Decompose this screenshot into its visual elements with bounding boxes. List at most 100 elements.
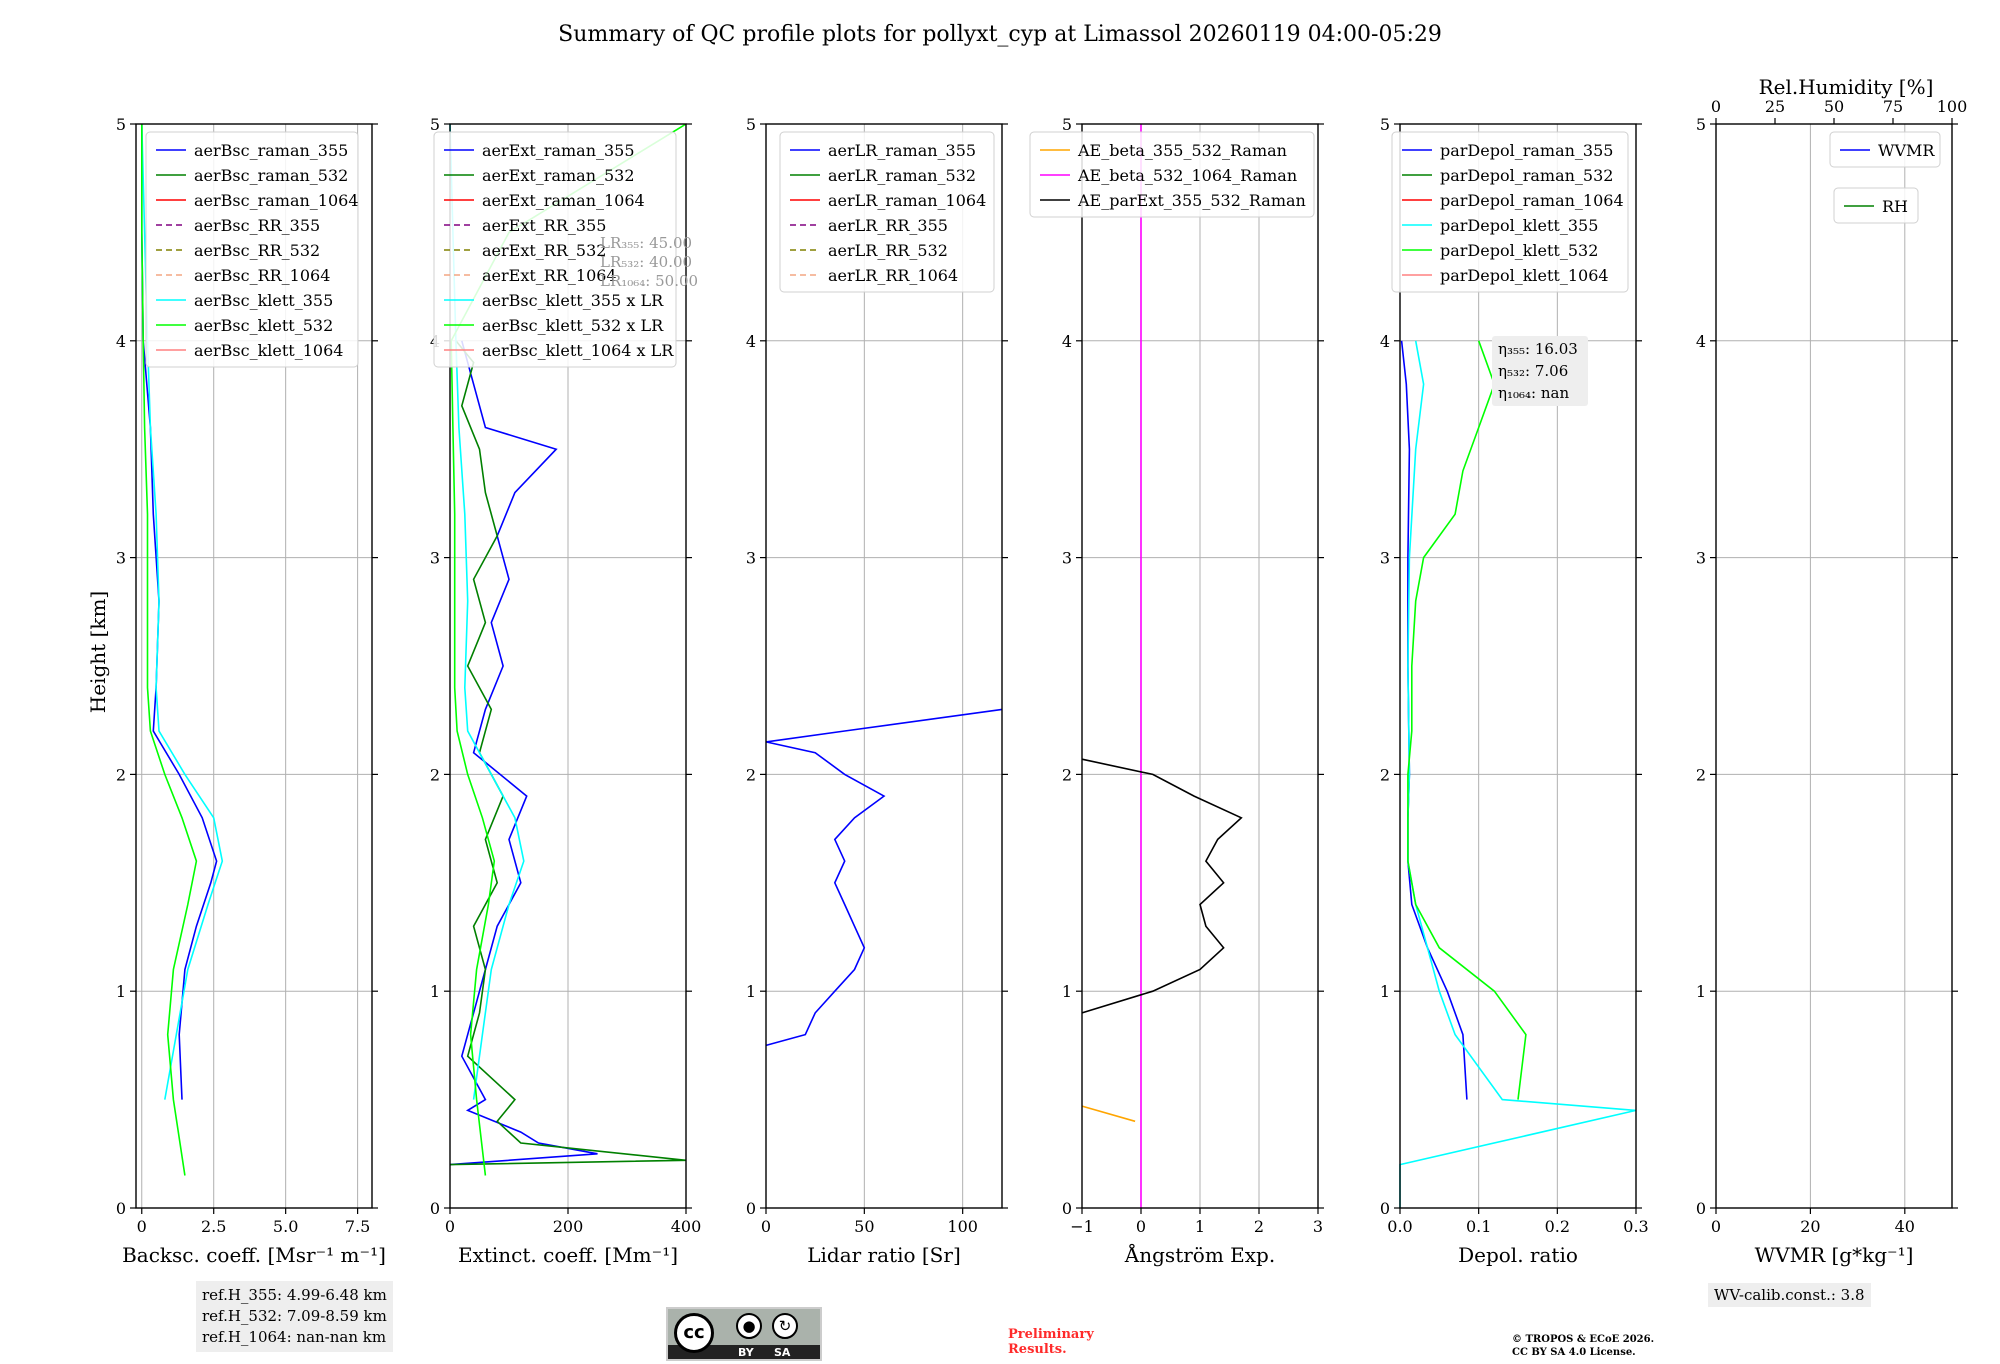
x-tick-label: 20 xyxy=(1800,1217,1820,1236)
y-tick-label: 0 xyxy=(430,1199,440,1218)
legend-label: parDepol_klett_1064 xyxy=(1440,266,1609,285)
lr-label: LR₃₅₅: 45.00 xyxy=(600,234,692,252)
plot-frame xyxy=(1399,123,1637,1209)
legend: aerExt_raman_355 aerExt_raman_532 aerExt_r… xyxy=(433,131,677,368)
legend-label: aerBsc_klett_355 x LR xyxy=(482,291,664,310)
y-tick-label: 5 xyxy=(746,115,756,134)
legend-box xyxy=(1829,131,1941,168)
by-label: BY xyxy=(738,1346,754,1359)
legend: parDepol_raman_355 parDepol_raman_532 parD… xyxy=(1391,131,1629,293)
x-axis-label: Lidar ratio [Sr] xyxy=(807,1243,961,1267)
x-tick-label: 0.3 xyxy=(1623,1217,1648,1236)
cc-logo-text: cc xyxy=(683,1322,705,1343)
x-tick-label: 5.0 xyxy=(273,1217,298,1236)
lr-label: LR₁₀₆₄: 50.00 xyxy=(600,272,698,290)
x-tick-label: 0.0 xyxy=(1387,1217,1412,1236)
y-tick-label: 3 xyxy=(746,549,756,568)
legend-label: aerBsc_raman_532 xyxy=(194,166,348,185)
legend-label: AE_beta_355_532_Raman xyxy=(1077,141,1287,160)
y-tick-label: 1 xyxy=(1380,982,1390,1001)
y-tick-label: 1 xyxy=(746,982,756,1001)
y-tick-label: 0 xyxy=(1062,1199,1072,1218)
top-tick-label: 25 xyxy=(1765,97,1785,116)
x-tick-label: 0.2 xyxy=(1545,1217,1570,1236)
legend-label: aerBsc_klett_355 xyxy=(194,291,333,310)
y-tick-label: 0 xyxy=(1380,1199,1390,1218)
legend-label: parDepol_raman_532 xyxy=(1440,166,1613,185)
y-tick-label: 1 xyxy=(430,982,440,1001)
y-tick-label: 1 xyxy=(1062,982,1072,1001)
y-tick-label: 3 xyxy=(1062,549,1072,568)
x-axis-label: Extinct. coeff. [Mm⁻¹] xyxy=(458,1243,678,1267)
series-aerBsc_klett_532 x LR xyxy=(450,123,687,1176)
legend-label: RH xyxy=(1882,197,1908,216)
series-aerBsc_klett_532 xyxy=(141,124,198,1176)
y-tick-label: 3 xyxy=(116,549,126,568)
legend-label: aerBsc_raman_1064 xyxy=(194,191,359,210)
legend: aerBsc_raman_355 aerBsc_raman_532 aerBsc_r… xyxy=(145,131,359,368)
y-tick-label: 5 xyxy=(430,115,440,134)
cc-logo-icon: cc xyxy=(674,1313,714,1353)
legend: AE_beta_355_532_Raman AE_beta_532_1064_Ra… xyxy=(1029,131,1315,218)
panel-wvmr: 0 20 40 0 1 2 3 4 5 WVMR [g*kg⁻¹] 0 25 50 75 100Rel.Hu… xyxy=(1696,75,1967,1267)
plot-frame xyxy=(1715,123,1953,1209)
y-tick-label: 2 xyxy=(1380,765,1390,784)
y-tick-label: 3 xyxy=(1696,549,1706,568)
sa-label: SA xyxy=(774,1346,791,1359)
legend-label: aerBsc_klett_532 xyxy=(194,316,333,335)
legend-box xyxy=(1029,131,1315,218)
y-tick-label: 5 xyxy=(1696,115,1706,134)
legend-2: RH xyxy=(1833,187,1919,224)
x-axis-label: Depol. ratio xyxy=(1458,1243,1578,1267)
legend-label: aerExt_raman_532 xyxy=(482,166,635,185)
legend-label: parDepol_raman_355 xyxy=(1440,141,1613,160)
legend-label: aerExt_RR_355 xyxy=(482,216,606,235)
eta-label: η₁₀₆₄: nan xyxy=(1498,384,1569,402)
x-axis-label: Backsc. coeff. [Msr⁻¹ m⁻¹] xyxy=(122,1243,386,1267)
x-tick-label: 7.5 xyxy=(345,1217,370,1236)
ref-heights-box: ref.H_355: 4.99-6.48 km ref.H_532: 7.09-… xyxy=(196,1281,393,1352)
legend-label: aerLR_raman_1064 xyxy=(828,191,986,210)
legend-label: WVMR xyxy=(1878,141,1935,160)
ref-height-532: ref.H_532: 7.09-8.59 km xyxy=(202,1307,387,1325)
y-tick-label: 3 xyxy=(430,549,440,568)
y-tick-label: 4 xyxy=(1696,332,1706,351)
top-tick-label: 0 xyxy=(1711,97,1721,116)
x-tick-label: 200 xyxy=(553,1217,584,1236)
legend-label: parDepol_klett_532 xyxy=(1440,241,1598,260)
legend-label: aerLR_RR_355 xyxy=(828,216,948,235)
y-tick-label: 3 xyxy=(1380,549,1390,568)
y-tick-label: 5 xyxy=(116,115,126,134)
panel-extinction: 0200400012345Extinct. coeff. [Mm⁻¹]aerEx… xyxy=(430,115,701,1267)
series-aerBsc_klett_355 x LR xyxy=(449,123,525,1100)
page-title: Summary of QC profile plots for pollyxt_… xyxy=(0,22,2000,47)
y-tick-label: 2 xyxy=(1696,765,1706,784)
x-tick-label: 3 xyxy=(1313,1217,1323,1236)
series-AE_parExt_355_532_Raman xyxy=(1081,758,1243,1014)
y-tick-label: 4 xyxy=(746,332,756,351)
x-axis-label: WVMR [g*kg⁻¹] xyxy=(1755,1243,1914,1267)
copyright-line-2: CC BY SA 4.0 License. xyxy=(1512,1347,1636,1358)
top-tick-label: 75 xyxy=(1883,97,1903,116)
y-tick-label: 5 xyxy=(1380,115,1390,134)
y-tick-label: 4 xyxy=(1062,332,1072,351)
ref-height-1064: ref.H_1064: nan-nan km xyxy=(202,1328,387,1346)
legend-label: aerLR_RR_1064 xyxy=(828,266,958,285)
eta-box xyxy=(1492,336,1588,406)
preliminary-line-1: Preliminary xyxy=(1008,1327,1094,1342)
legend-label: aerBsc_klett_1064 x LR xyxy=(482,341,674,360)
x-axis-label: Ångström Exp. xyxy=(1124,1242,1275,1267)
top-tick-label: 100 xyxy=(1937,97,1968,116)
preliminary-results: Preliminary Results. xyxy=(1008,1327,1094,1357)
x-tick-label: 2.5 xyxy=(201,1217,226,1236)
x-tick-label: 0 xyxy=(1136,1217,1146,1236)
legend: aerLR_raman_355 aerLR_raman_532 aerLR_rama… xyxy=(779,131,995,293)
y-tick-label: 0 xyxy=(116,1199,126,1218)
top-tick-label: 50 xyxy=(1824,97,1844,116)
x-tick-label: 0.1 xyxy=(1466,1217,1491,1236)
x-tick-label: 40 xyxy=(1895,1217,1915,1236)
plot-frame xyxy=(135,123,373,1209)
legend-label: aerLR_raman_355 xyxy=(828,141,976,160)
legend-label: aerBsc_RR_1064 xyxy=(194,266,330,285)
